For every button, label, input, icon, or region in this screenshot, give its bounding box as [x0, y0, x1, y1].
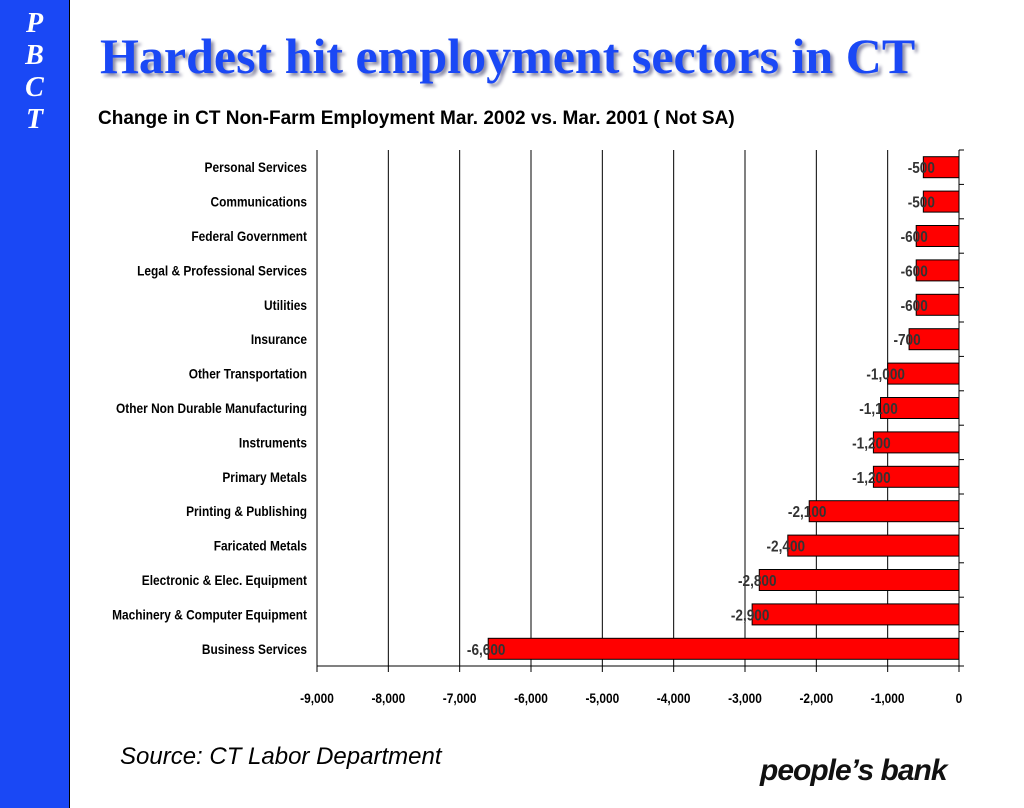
category-label: Utilities [264, 297, 307, 313]
bar [487, 637, 960, 660]
sidebar-letter: P [25, 8, 44, 39]
data-label: -1,200 [852, 470, 891, 487]
category-label: Insurance [251, 331, 307, 347]
category-label: Electronic & Elec. Equipment [142, 572, 308, 588]
source-note: Source: CT Labor Department [120, 743, 442, 770]
category-label: Other Non Durable Manufacturing [116, 400, 307, 416]
bar [808, 500, 960, 523]
category-label: Legal & Professional Services [137, 262, 307, 278]
bar [758, 569, 960, 591]
data-label: -2,400 [767, 539, 806, 556]
sidebar-letter: T [25, 104, 44, 135]
data-label: -6,600 [467, 642, 506, 659]
category-label: Other Transportation [189, 366, 307, 382]
x-tick-label: -7,000 [443, 690, 477, 706]
data-label: -2,800 [738, 573, 777, 590]
sidebar-brand: P B C T [0, 0, 70, 808]
x-tick-label: -6,000 [514, 690, 548, 706]
category-label: Instruments [239, 434, 307, 450]
category-label: Faricated Metals [214, 538, 307, 554]
category-label: Communications [211, 194, 307, 210]
x-tick-label: -4,000 [657, 690, 691, 706]
data-label: -600 [901, 229, 928, 246]
data-label: -2,900 [731, 607, 770, 624]
page-title: Hardest hit employment sectors in CT [100, 28, 916, 84]
bar [751, 603, 960, 626]
data-label: -1,000 [866, 367, 905, 384]
data-label: -700 [893, 332, 920, 349]
sidebar-letter: B [25, 40, 44, 71]
x-tick-label: -3,000 [728, 690, 762, 706]
data-label: -1,100 [859, 401, 898, 418]
data-label: -600 [901, 263, 928, 280]
data-label: -2,100 [788, 504, 827, 521]
data-label: -500 [908, 195, 935, 212]
category-label: Personal Services [205, 159, 307, 175]
category-label: Printing & Publishing [186, 503, 307, 519]
bar [787, 534, 960, 557]
category-label: Machinery & Computer Equipment [112, 606, 308, 622]
sidebar-letter: C [25, 72, 44, 103]
category-label: Business Services [202, 641, 307, 657]
x-tick-label: -1,000 [871, 690, 905, 706]
category-label: Primary Metals [222, 469, 307, 485]
category-label: Federal Government [191, 228, 307, 244]
brand-logo: people’s bank [760, 754, 948, 787]
chart-title: Change in CT Non-Farm Employment Mar. 20… [98, 108, 735, 129]
x-tick-label: -2,000 [799, 690, 833, 706]
x-tick-label: -8,000 [371, 690, 405, 706]
x-tick-label: 0 [956, 690, 963, 706]
data-label: -500 [908, 160, 935, 177]
data-label: -1,200 [852, 435, 891, 452]
data-label: -600 [901, 298, 928, 315]
x-tick-label: -9,000 [300, 690, 334, 706]
x-tick-label: -5,000 [585, 690, 619, 706]
